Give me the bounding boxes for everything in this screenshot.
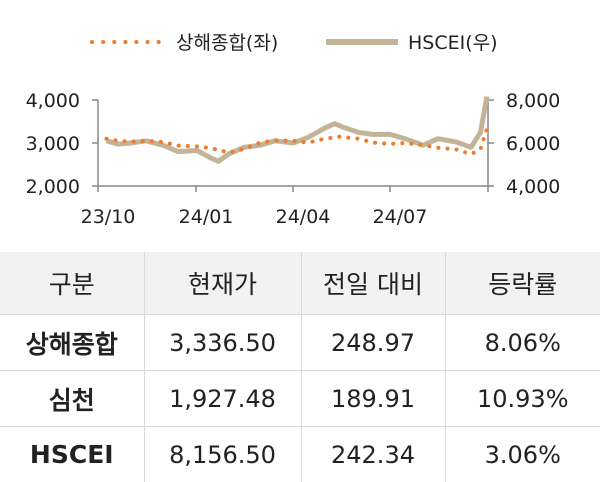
table-header-row: 구분 현재가 전일 대비 등락률 [0,252,600,315]
row-price: 3,336.50 [144,315,301,371]
series-layer [107,97,487,162]
series-line-hscei [107,97,487,162]
row-name: 심천 [0,371,144,427]
header-change: 전일 대비 [301,252,445,315]
index-table: 구분 현재가 전일 대비 등락률 상해종합 3,336.50 248.97 8.… [0,252,600,482]
right-tick-label: 8,000 [506,90,560,112]
row-rate: 8.06% [445,315,600,371]
x-tick-label: 24/01 [179,206,234,228]
row-change: 248.97 [301,315,445,371]
right-axis-ticks: 8,000 6,000 4,000 [488,90,560,198]
left-tick-label: 3,000 [26,133,80,155]
left-tick-label: 2,000 [26,176,80,198]
row-rate: 3.06% [445,427,600,482]
row-change: 189.91 [301,371,445,427]
row-name: HSCEI [0,427,144,482]
header-change-rate: 등락률 [445,252,600,315]
right-tick-label: 4,000 [506,176,560,198]
legend-label-shanghai: 상해종합(좌) [176,32,278,54]
chart-legend: 상해종합(좌) HSCEI(우) [92,32,498,54]
table-row: 상해종합 3,336.50 248.97 8.06% [0,315,600,371]
x-tick-label: 24/07 [373,206,428,228]
table-row: 심천 1,927.48 189.91 10.93% [0,371,600,427]
header-category: 구분 [0,252,144,315]
x-axis-ticks: 23/10 24/01 24/04 24/07 [81,186,488,228]
header-current-price: 현재가 [144,252,301,315]
row-price: 1,927.48 [144,371,301,427]
row-change: 242.34 [301,427,445,482]
legend-label-hscei: HSCEI(우) [408,32,498,54]
left-tick-label: 4,000 [26,90,80,112]
x-tick-label: 23/10 [81,206,136,228]
right-tick-label: 6,000 [506,133,560,155]
table-row: HSCEI 8,156.50 242.34 3.06% [0,427,600,482]
left-axis-ticks: 4,000 3,000 2,000 [26,90,98,198]
row-rate: 10.93% [445,371,600,427]
row-name: 상해종합 [0,315,144,371]
index-line-chart: 상해종합(좌) HSCEI(우) 4,000 3,000 2,000 8,000 6,… [0,0,600,248]
row-price: 8,156.50 [144,427,301,482]
x-tick-label: 24/04 [276,206,331,228]
